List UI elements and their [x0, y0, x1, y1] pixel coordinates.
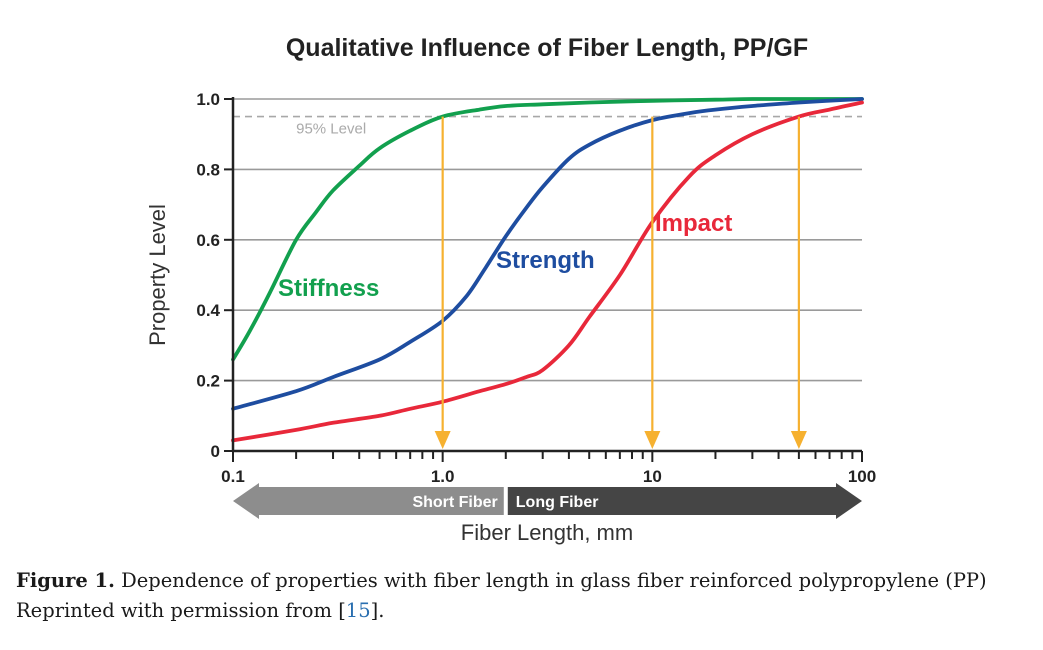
figure-caption: Figure 1. Dependence of properties with …: [16, 566, 1026, 626]
strength-line: [231, 97, 864, 411]
x-axis-label: Fiber Length, mm: [461, 520, 633, 545]
y-tick-label: 0.4: [196, 301, 220, 320]
x-tick-label: 10: [643, 467, 662, 486]
gridlines: [233, 98, 862, 382]
x-tick-label: 1.0: [431, 467, 455, 486]
short-fiber-label: Short Fiber: [412, 494, 497, 511]
fiber-length-chart: Qualitative Influence of Fiber Length, P…: [145, 34, 876, 545]
drop-arrow-head: [644, 431, 661, 449]
stiffness-line: [231, 97, 864, 362]
strength-label: Strength: [496, 247, 595, 274]
reference-link[interactable]: 15: [345, 599, 371, 622]
figure-label: Figure 1.: [16, 569, 115, 592]
x-tick-label: 100: [848, 467, 876, 486]
caption-text: Dependence of properties with fiber leng…: [16, 569, 987, 622]
impact-label: Impact: [655, 210, 732, 237]
stiffness-label: Stiffness: [278, 275, 379, 302]
drop-arrow-head: [790, 431, 807, 449]
drop-arrows: [434, 116, 807, 449]
series-labels: Stiffness Strength Impact: [278, 210, 732, 302]
y-tick-label: 1.0: [196, 90, 220, 109]
y-tick-label: 0.8: [196, 160, 220, 179]
fiber-region-arrows: Short Fiber Long Fiber: [233, 483, 862, 519]
x-tick-label: 0.1: [221, 467, 245, 486]
y-tick-label: 0.6: [196, 231, 220, 250]
reference-line-label: 95% Level: [296, 121, 366, 138]
long-fiber-arrow: [507, 483, 862, 519]
short-fiber-arrow: [233, 483, 504, 519]
long-fiber-label: Long Fiber: [516, 494, 599, 511]
chart-title: Qualitative Influence of Fiber Length, P…: [286, 34, 808, 62]
drop-arrow-head: [434, 431, 451, 449]
caption-tail: ].: [370, 599, 385, 622]
axes: 0 0.2 0.4 0.6 0.8 1.0 0.1 1.0 10 100: [196, 90, 876, 486]
y-tick-label: 0.2: [196, 372, 220, 391]
impact-line: [231, 100, 864, 443]
y-axis-label: Property Level: [145, 204, 170, 346]
y-tick-label: 0: [211, 442, 220, 461]
reference-line: 95% Level: [233, 115, 862, 138]
